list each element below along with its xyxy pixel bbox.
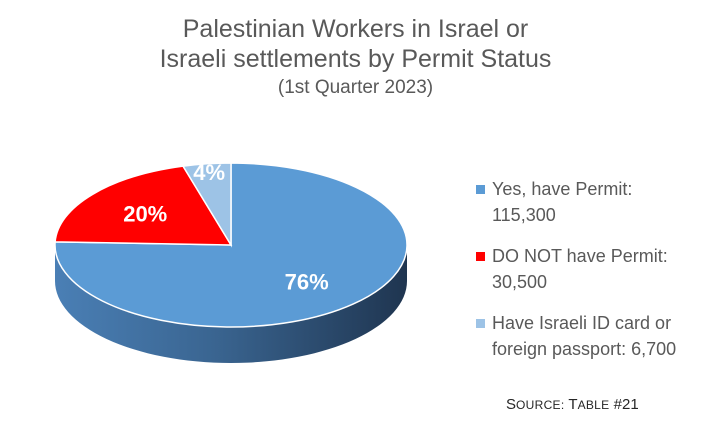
legend-value-permit: 115,300 — [492, 205, 556, 225]
pie-slice-id-passport — [181, 162, 232, 248]
legend-swatch-id-passport — [476, 319, 485, 328]
source-table-number: #21 — [613, 396, 639, 413]
pie-side-permit — [55, 245, 407, 363]
legend-label-id-passport: Have Israeli ID card or — [492, 313, 672, 333]
data-label-permit: 76% — [285, 270, 329, 295]
source-prefix-initial: S — [506, 396, 517, 413]
legend-swatch-permit — [476, 185, 485, 194]
legend-swatch-no-permit — [476, 252, 485, 261]
legend-label-permit: Yes, have Permit: — [492, 179, 633, 199]
pie-data-labels: 76% 20% 4% — [123, 160, 328, 295]
source-note: SOURCE: TABLE #21 — [506, 396, 639, 413]
pie-top-face — [54, 162, 408, 328]
pie-slice-no-permit — [54, 165, 233, 246]
legend-item-no-permit: DO NOT have Permit: 30,500 — [476, 243, 706, 295]
legend-item-permit: Yes, have Permit: 115,300 — [476, 176, 706, 228]
data-label-id-passport: 4% — [193, 160, 225, 185]
source-table-rest: ABLE — [577, 398, 610, 412]
legend: Yes, have Permit: 115,300 DO NOT have Pe… — [476, 176, 706, 377]
legend-value-id-passport: foreign passport: 6,700 — [492, 339, 677, 359]
legend-label-no-permit: DO NOT have Permit: — [492, 246, 668, 266]
data-label-no-permit: 20% — [123, 202, 167, 227]
chart-title-line-2: Israeli settlements by Permit Status — [159, 45, 552, 73]
source-prefix-rest: OURCE: — [516, 398, 565, 412]
pie-side-wall — [55, 245, 407, 363]
chart-title-line-1: Palestinian Workers in Israel or — [182, 15, 529, 43]
chart-subtitle: (1st Quarter 2023) — [277, 77, 434, 98]
chart-title-block: Palestinian Workers in Israel or Israeli… — [0, 14, 711, 102]
legend-value-no-permit: 30,500 — [492, 272, 548, 292]
legend-item-id-passport: Have Israeli ID card or foreign passport… — [476, 310, 706, 362]
source-table-initial: T — [568, 396, 578, 413]
